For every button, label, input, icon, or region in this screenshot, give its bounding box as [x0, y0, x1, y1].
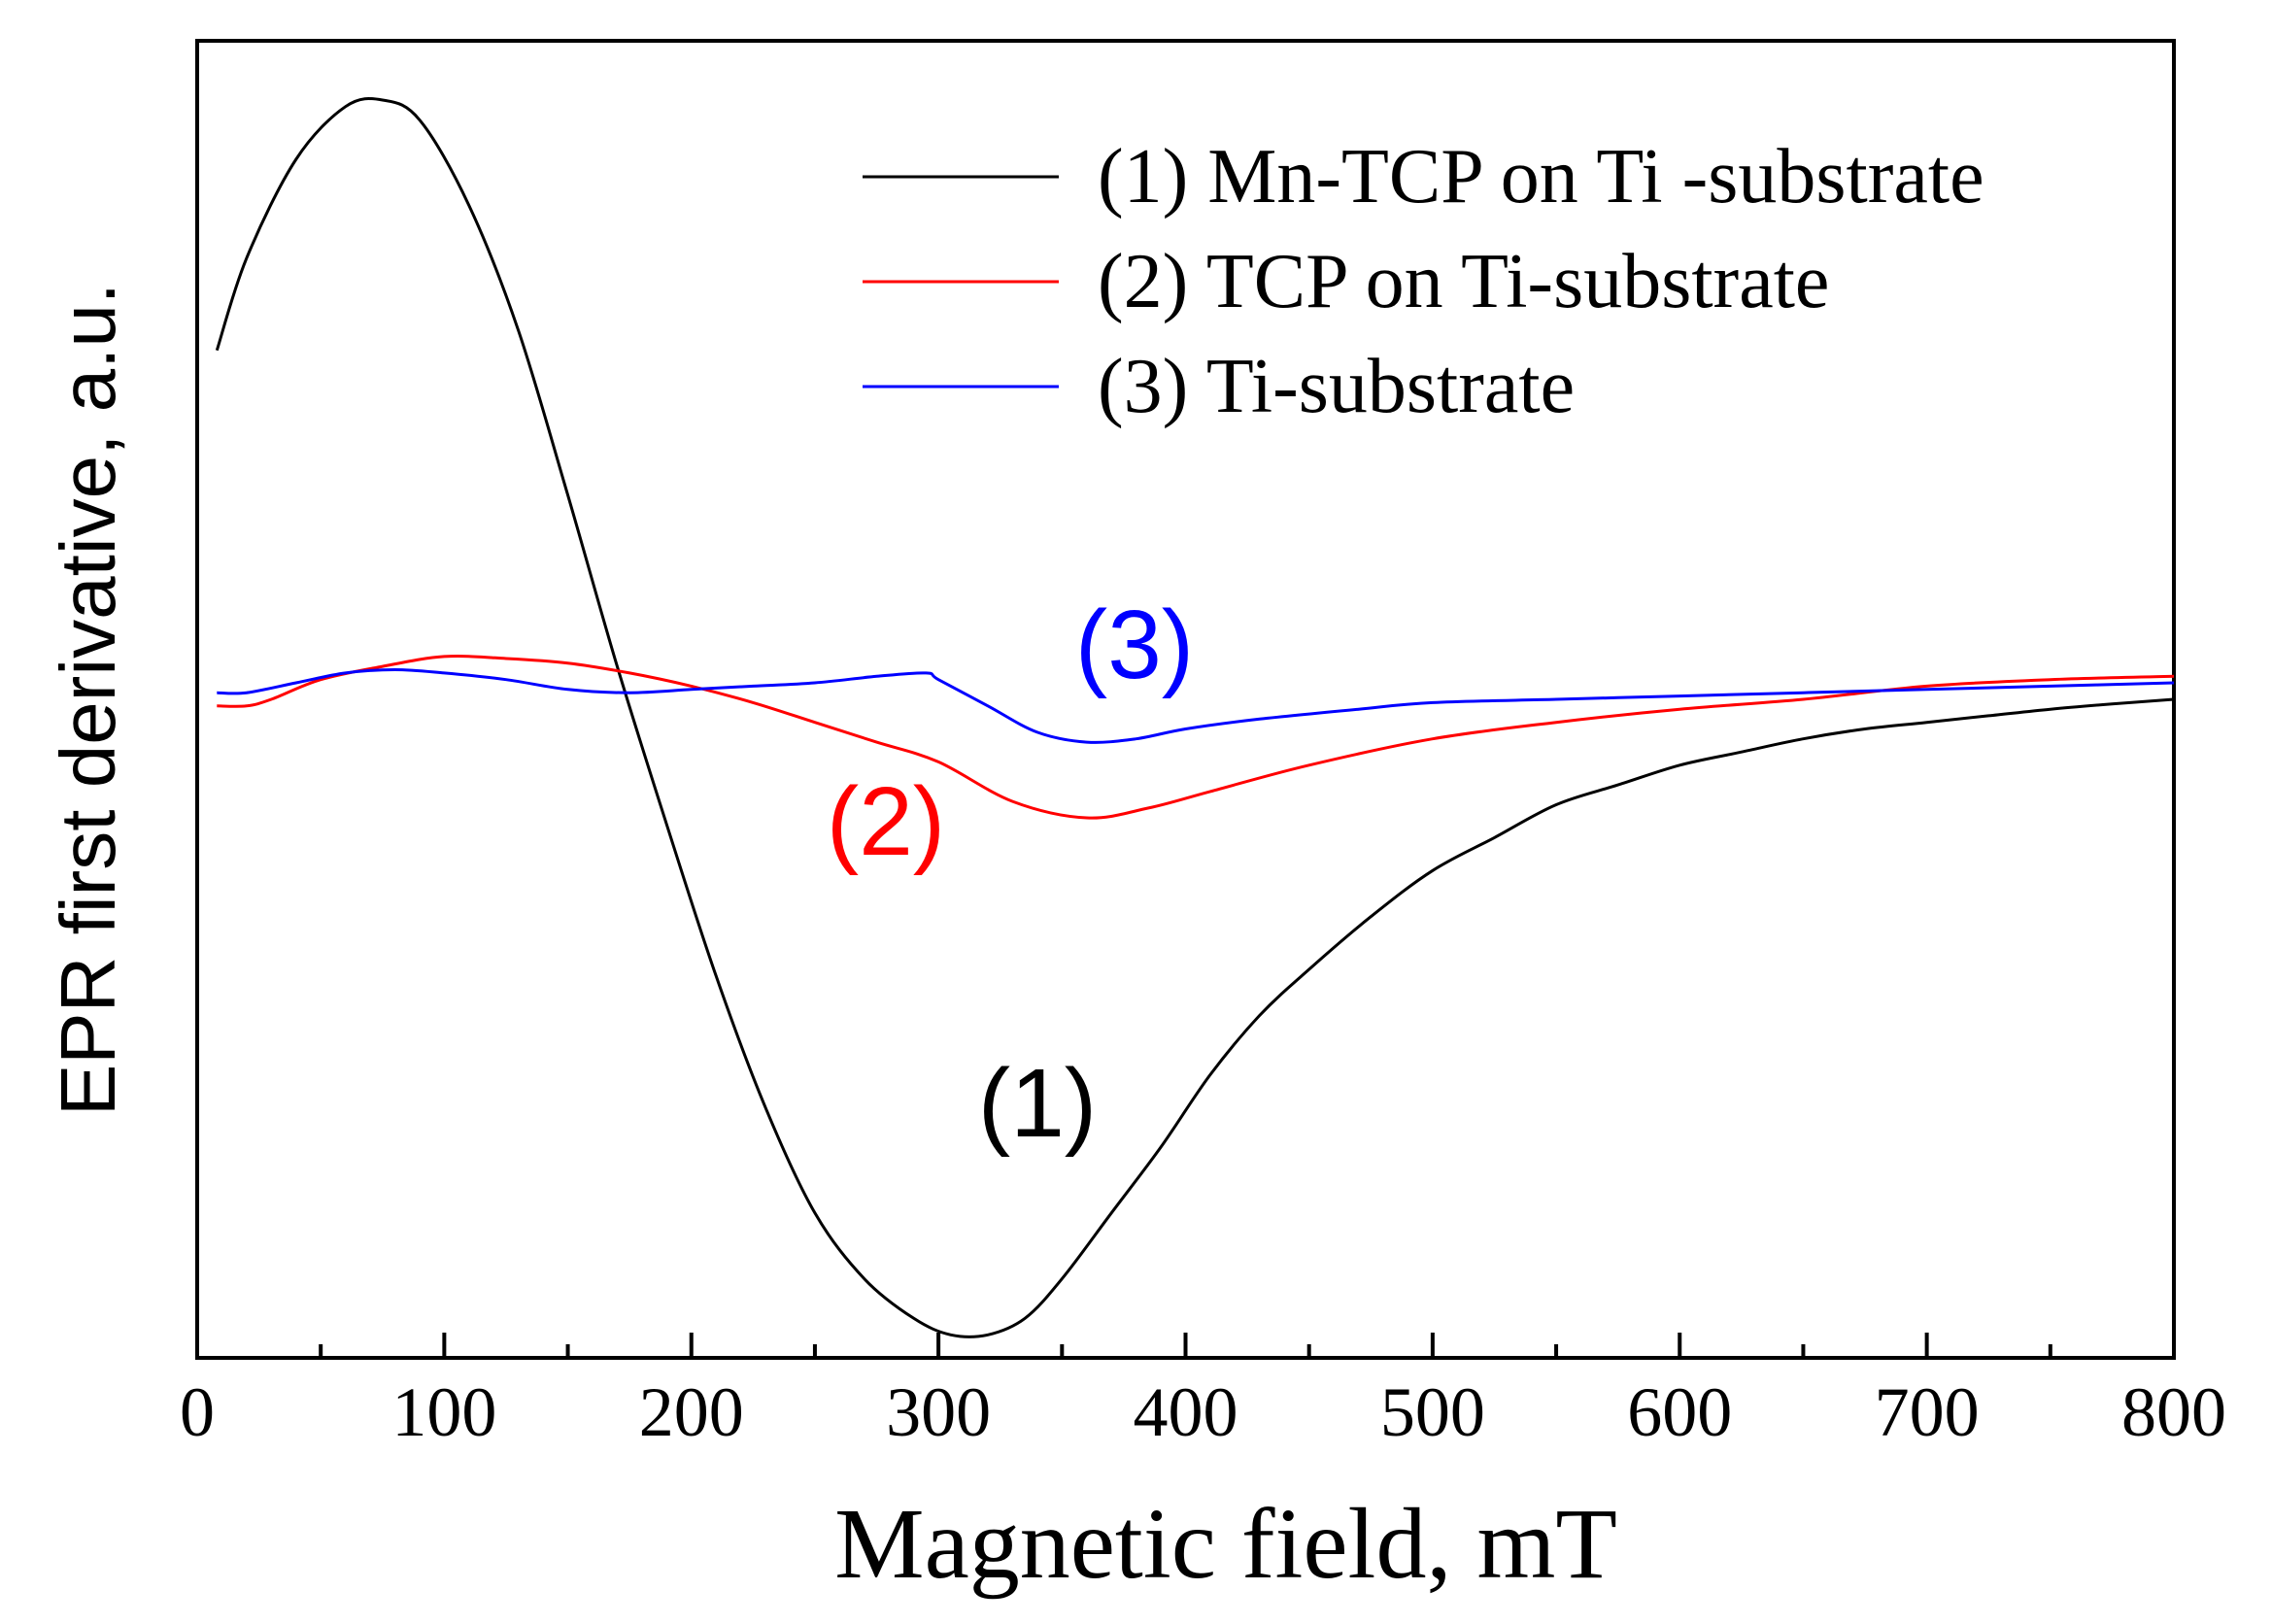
- x-tick-label: 500: [1380, 1373, 1485, 1451]
- x-tick-label: 200: [639, 1373, 744, 1451]
- series-line-1: [215, 96, 2175, 1338]
- x-axis-label: Magnetic field, mT: [834, 1488, 1617, 1600]
- legend-label-series-3: (3) Ti-substrate: [1098, 344, 1575, 429]
- x-tick-label: 700: [1875, 1373, 1980, 1451]
- y-axis-label: EPR first derivative, a.u.: [45, 283, 131, 1116]
- x-tick-label: 600: [1627, 1373, 1732, 1451]
- annotation-series-3: (3): [1075, 591, 1194, 699]
- series-lines: [215, 96, 2175, 1338]
- x-axis-ticks: [195, 1333, 2176, 1358]
- x-tick-label: 100: [391, 1373, 496, 1451]
- legend: (1) Mn-TCP on Ti -substrate (2) TCP on T…: [863, 134, 1984, 429]
- x-tick-label: 0: [180, 1373, 215, 1451]
- annotation-series-1: (1): [978, 1049, 1097, 1158]
- legend-label-series-2: (2) TCP on Ti-substrate: [1098, 239, 1829, 324]
- x-tick-label: 400: [1134, 1373, 1238, 1451]
- legend-label-series-1: (1) Mn-TCP on Ti -substrate: [1098, 134, 1984, 220]
- annotation-series-2: (2): [827, 767, 945, 876]
- x-axis-tick-labels: 0 100 200 300 400 500 600 700 800: [180, 1373, 2226, 1451]
- x-tick-label: 800: [2121, 1373, 2226, 1451]
- x-tick-label: 300: [886, 1373, 991, 1451]
- series-line-3: [217, 667, 2175, 744]
- series-line-2: [217, 655, 2175, 820]
